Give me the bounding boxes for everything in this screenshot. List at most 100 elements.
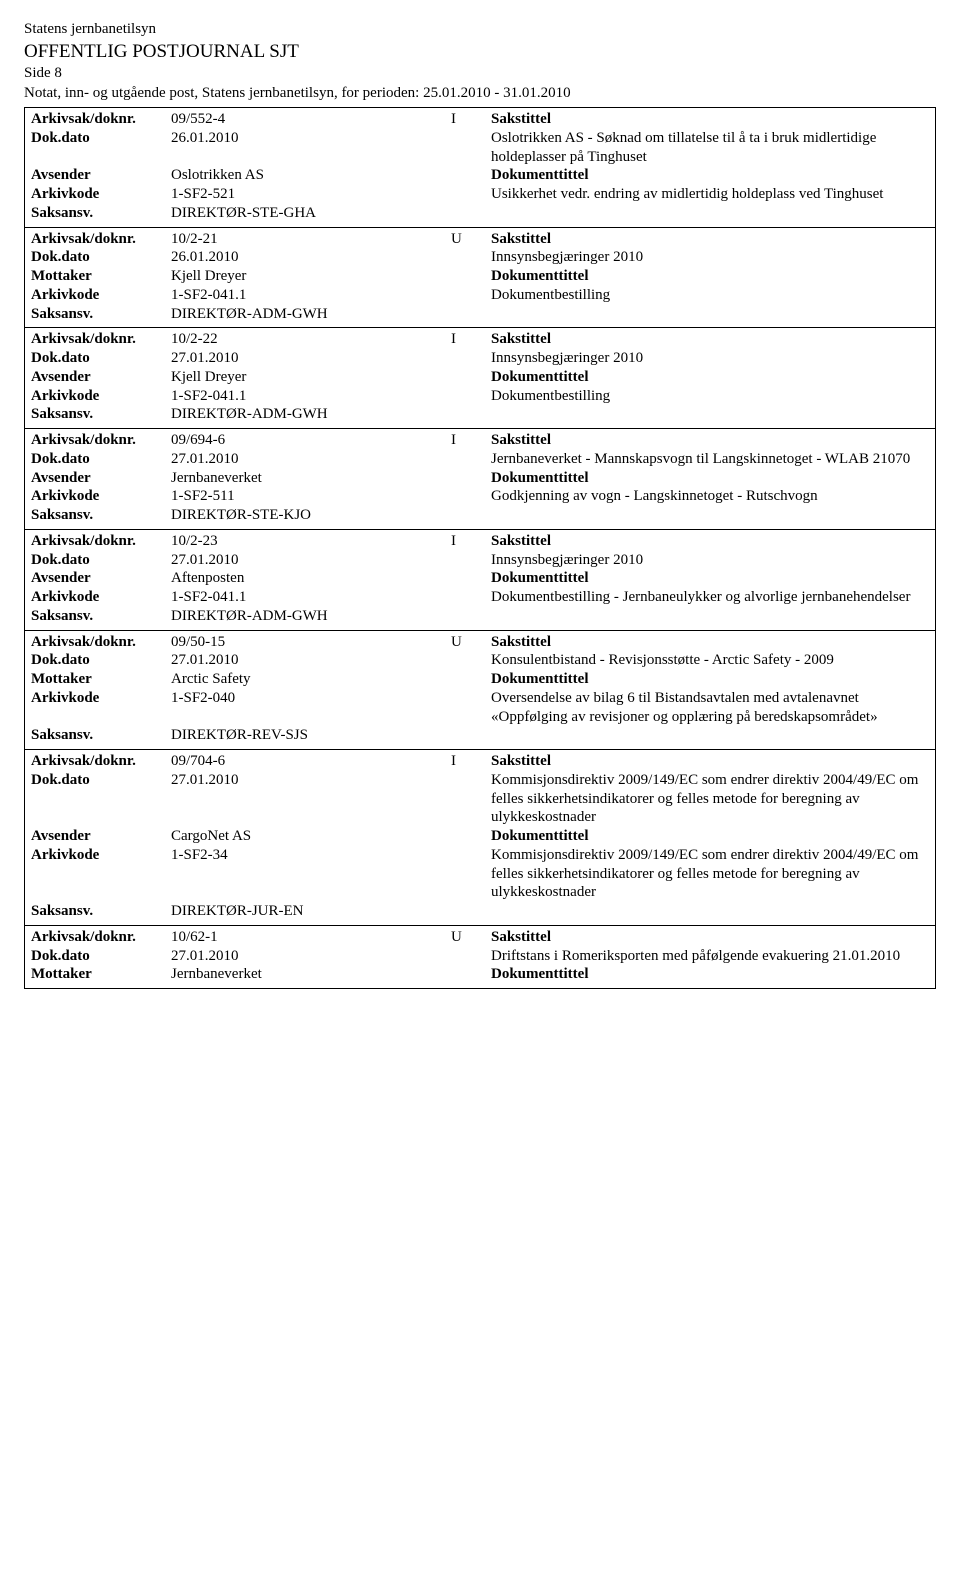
arkivsak-value: 10/2-21 — [171, 230, 451, 249]
sakstittel-label: Sakstittel — [491, 330, 929, 349]
dokdato-value: 27.01.2010 — [171, 450, 451, 469]
dokdato-value: 27.01.2010 — [171, 771, 451, 827]
io-flag: U — [451, 928, 491, 947]
arkivkode-value: 1-SF2-34 — [171, 846, 451, 902]
sakstittel-label: Sakstittel — [491, 532, 929, 551]
dokdato-label: Dok.dato — [31, 771, 171, 827]
saksansv-value: DIREKTØR-ADM-GWH — [171, 405, 451, 424]
dokumenttittel-label: Dokumenttittel — [491, 469, 929, 488]
dokumenttittel-label: Dokumenttittel — [491, 166, 929, 185]
dokdato-value: 27.01.2010 — [171, 349, 451, 368]
journal-record: Arkivsak/doknr.10/62-1USakstittel Dok.dat… — [24, 925, 936, 989]
dokdato-label: Dok.dato — [31, 551, 171, 570]
journal-record: Arkivsak/doknr.10/2-22ISakstittelDok.dat… — [24, 327, 936, 428]
saksansv-label: Saksansv. — [31, 305, 171, 324]
sakstittel-text: Kommisjonsdirektiv 2009/149/EC som endre… — [491, 771, 929, 827]
arkivsak-value: 09/552-4 — [171, 110, 451, 129]
io-flag: I — [451, 431, 491, 450]
arkivkode-label: Arkivkode — [31, 487, 171, 506]
dokdato-label: Dok.dato — [31, 129, 171, 167]
saksansv-value: DIREKTØR-JUR-EN — [171, 902, 451, 921]
records-container: Arkivsak/doknr.09/552-4ISakstittelDok.da… — [24, 107, 936, 989]
arkivkode-value: 1-SF2-040 — [171, 689, 451, 727]
io-flag: I — [451, 330, 491, 349]
party-value: CargoNet AS — [171, 827, 451, 846]
dokdato-label: Dok.dato — [31, 947, 171, 966]
dokdato-value: 27.01.2010 — [171, 947, 451, 966]
saksansv-label: Saksansv. — [31, 902, 171, 921]
party-value: Jernbaneverket — [171, 965, 451, 984]
arkivkode-value: 1-SF2-521 — [171, 185, 451, 204]
dokdato-label: Dok.dato — [31, 349, 171, 368]
party-label: Mottaker — [31, 965, 171, 984]
sakstittel-label: Sakstittel — [491, 752, 929, 771]
io-flag: I — [451, 110, 491, 129]
page-number: Side 8 — [24, 64, 936, 84]
party-label: Mottaker — [31, 267, 171, 286]
doktittel-text: Dokumentbestilling — [491, 387, 929, 406]
party-label: Avsender — [31, 166, 171, 185]
dokumenttittel-label: Dokumenttittel — [491, 569, 929, 588]
arkivkode-label: Arkivkode — [31, 846, 171, 902]
party-label: Avsender — [31, 569, 171, 588]
saksansv-label: Saksansv. — [31, 726, 171, 745]
sakstittel-label: Sakstittel — [491, 928, 929, 947]
dokumenttittel-label: Dokumenttittel — [491, 368, 929, 387]
journal-record: Arkivsak/doknr.09/704-6ISakstittelDok.da… — [24, 749, 936, 925]
dokdato-value: 27.01.2010 — [171, 651, 451, 670]
arkivsak-label: Arkivsak/doknr. — [31, 110, 171, 129]
arkivsak-label: Arkivsak/doknr. — [31, 330, 171, 349]
sakstittel-text: Konsulentbistand - Revisjonsstøtte - Arc… — [491, 651, 929, 670]
arkivsak-label: Arkivsak/doknr. — [31, 431, 171, 450]
io-flag: U — [451, 633, 491, 652]
party-value: Kjell Dreyer — [171, 368, 451, 387]
doktittel-text: Dokumentbestilling — [491, 286, 929, 305]
arkivkode-value: 1-SF2-041.1 — [171, 286, 451, 305]
arkivsak-label: Arkivsak/doknr. — [31, 928, 171, 947]
arkivsak-value: 09/694-6 — [171, 431, 451, 450]
party-value: Oslotrikken AS — [171, 166, 451, 185]
dokdato-value: 26.01.2010 — [171, 248, 451, 267]
dokumenttittel-label: Dokumenttittel — [491, 267, 929, 286]
party-value: Arctic Safety — [171, 670, 451, 689]
sakstittel-text: Innsynsbegjæringer 2010 — [491, 551, 929, 570]
saksansv-label: Saksansv. — [31, 204, 171, 223]
party-value: Jernbaneverket — [171, 469, 451, 488]
sakstittel-label: Sakstittel — [491, 431, 929, 450]
dokdato-label: Dok.dato — [31, 651, 171, 670]
dokdato-label: Dok.dato — [31, 248, 171, 267]
saksansv-value: DIREKTØR-ADM-GWH — [171, 607, 451, 626]
doktittel-text: Kommisjonsdirektiv 2009/149/EC som endre… — [491, 846, 929, 902]
arkivsak-value: 10/62-1 — [171, 928, 451, 947]
dokdato-value: 27.01.2010 — [171, 551, 451, 570]
journal-record: Arkivsak/doknr.10/2-23ISakstittelDok.dat… — [24, 529, 936, 630]
party-label: Avsender — [31, 827, 171, 846]
doktittel-text: Godkjenning av vogn - Langskinnetoget - … — [491, 487, 929, 506]
saksansv-value: DIREKTØR-REV-SJS — [171, 726, 451, 745]
saksansv-value: DIREKTØR-STE-KJO — [171, 506, 451, 525]
arkivsak-value: 09/704-6 — [171, 752, 451, 771]
arkivkode-label: Arkivkode — [31, 286, 171, 305]
sakstittel-label: Sakstittel — [491, 230, 929, 249]
io-flag: U — [451, 230, 491, 249]
io-flag: I — [451, 752, 491, 771]
arkivkode-label: Arkivkode — [31, 185, 171, 204]
arkivkode-value: 1-SF2-511 — [171, 487, 451, 506]
journal-record: Arkivsak/doknr.09/694-6ISakstittel Dok.da… — [24, 428, 936, 529]
saksansv-label: Saksansv. — [31, 607, 171, 626]
sakstittel-text: Innsynsbegjæringer 2010 — [491, 248, 929, 267]
arkivsak-value: 10/2-23 — [171, 532, 451, 551]
party-label: Mottaker — [31, 670, 171, 689]
doktittel-text: Dokumentbestilling - Jernbaneulykker og … — [491, 588, 929, 607]
dokdato-label: Dok.dato — [31, 450, 171, 469]
journal-record: Arkivsak/doknr.10/2-21USakstittelDok.dat… — [24, 227, 936, 328]
period-line: Notat, inn- og utgående post, Statens je… — [24, 84, 936, 104]
journal-record: Arkivsak/doknr.09/552-4ISakstittel Dok.da… — [24, 107, 936, 227]
arkivkode-value: 1-SF2-041.1 — [171, 588, 451, 607]
arkivkode-label: Arkivkode — [31, 689, 171, 727]
party-value: Kjell Dreyer — [171, 267, 451, 286]
party-value: Aftenposten — [171, 569, 451, 588]
dokdato-value: 26.01.2010 — [171, 129, 451, 167]
sakstittel-text: Innsynsbegjæringer 2010 — [491, 349, 929, 368]
sakstittel-label: Sakstittel — [491, 110, 929, 129]
